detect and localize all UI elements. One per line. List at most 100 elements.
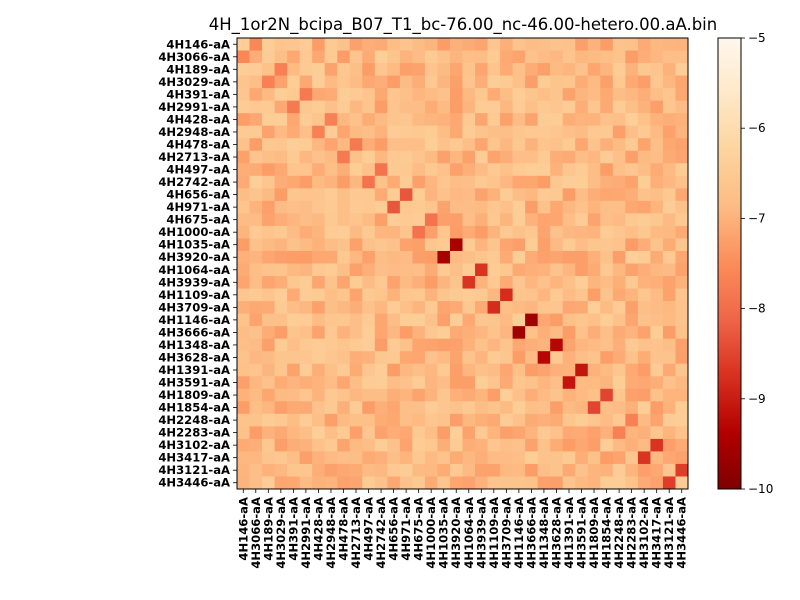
heatmap-cell (349, 388, 363, 402)
heatmap-cell (312, 363, 326, 377)
heatmap-cell (487, 338, 501, 352)
heatmap-cell (625, 38, 639, 51)
heatmap-cell (537, 238, 551, 252)
heatmap-cell (662, 75, 676, 89)
heatmap-cell (650, 301, 664, 315)
heatmap-cell (349, 413, 363, 427)
heatmap-cell (462, 363, 476, 377)
heatmap-cell (512, 363, 526, 377)
heatmap-cell (262, 376, 275, 390)
heatmap-cell (262, 463, 275, 477)
heatmap-cell (374, 38, 388, 51)
heatmap-cell (299, 426, 313, 440)
heatmap-cell (437, 50, 451, 64)
heatmap-cell (312, 476, 326, 490)
heatmap-cell (612, 75, 626, 89)
heatmap-cell (287, 363, 301, 377)
heatmap-cell (512, 200, 526, 214)
heatmap-cell (274, 451, 288, 465)
colorbar (717, 37, 742, 490)
heatmap-cell (387, 376, 401, 390)
heatmap-cell (500, 326, 514, 340)
column-label: 4H1391-aA (562, 497, 576, 569)
heatmap-cell (374, 213, 388, 227)
heatmap-cell (412, 188, 426, 202)
heatmap-cell (475, 75, 488, 89)
heatmap-cell (650, 476, 664, 490)
heatmap-cell (550, 163, 564, 177)
heatmap-cell (625, 438, 639, 452)
heatmap-cell (262, 50, 275, 64)
heatmap-cell (662, 476, 676, 490)
heatmap-cell (249, 413, 263, 427)
heatmap-cell (249, 150, 263, 164)
heatmap-cell (637, 225, 651, 239)
heatmap-cell (387, 250, 401, 264)
heatmap-cell (449, 163, 463, 177)
heatmap-cell (625, 338, 639, 352)
row-label: 4H656-aA (166, 188, 230, 202)
heatmap-cell (399, 301, 413, 315)
heatmap-cell (500, 313, 514, 327)
heatmap-cell (349, 313, 363, 327)
heatmap-cell (324, 200, 338, 214)
heatmap-cell (387, 138, 401, 152)
heatmap-cell (362, 401, 376, 415)
heatmap-cell (424, 451, 438, 465)
heatmap-cell (274, 175, 288, 189)
heatmap-cell (374, 351, 388, 365)
heatmap-cell (550, 301, 564, 315)
heatmap-cell (650, 200, 664, 214)
heatmap-cell (550, 401, 564, 415)
heatmap-cell (562, 238, 576, 252)
heatmap-cell (587, 263, 601, 277)
heatmap-cell (424, 138, 438, 152)
heatmap-cell (500, 426, 514, 440)
column-label: 4H391-aA (286, 497, 300, 561)
heatmap-cell (675, 326, 689, 340)
heatmap-cell (274, 100, 288, 114)
heatmap-cell (387, 451, 401, 465)
heatmap-cell (600, 276, 614, 289)
heatmap-cell (349, 351, 363, 365)
heatmap-cell (587, 50, 601, 64)
heatmap-cell (399, 388, 413, 402)
heatmap-cell (374, 326, 388, 340)
heatmap-cell (374, 288, 388, 302)
heatmap-cell (600, 250, 614, 264)
heatmap-cell (249, 313, 263, 327)
row-label: 4H1109-aA (158, 288, 230, 302)
chart-title: 4H_1or2N_bcipa_B07_T1_bc-76.00_nc-46.00-… (209, 15, 717, 35)
heatmap-cell (324, 138, 338, 152)
heatmap-cell (412, 463, 426, 477)
heatmap-cell (337, 138, 351, 152)
heatmap-cell (625, 238, 639, 252)
heatmap-cell (312, 463, 326, 477)
heatmap-cell (324, 100, 338, 114)
heatmap-cell (287, 150, 301, 164)
heatmap-cell (362, 288, 376, 302)
heatmap-cell (337, 376, 351, 390)
heatmap-cell (500, 150, 514, 164)
heatmap-cell (625, 163, 639, 177)
heatmap-cell (475, 63, 488, 76)
heatmap-cell (412, 75, 426, 89)
heatmap-cell (600, 100, 614, 114)
heatmap-cell (324, 451, 338, 465)
heatmap-cell (362, 363, 376, 377)
heatmap-cell (525, 401, 539, 415)
heatmap-cell (412, 38, 426, 51)
row-label: 4H1000-aA (158, 225, 230, 239)
heatmap-cell (487, 188, 501, 202)
heatmap-cell (324, 338, 338, 352)
heatmap-cell (487, 326, 501, 340)
heatmap-cell (475, 213, 488, 227)
heatmap-cell (324, 476, 338, 490)
heatmap-cell (237, 276, 250, 289)
heatmap-cell (337, 250, 351, 264)
row-label: 4H497-aA (166, 163, 230, 177)
heatmap-cell (562, 125, 576, 139)
heatmap-cell (299, 401, 313, 415)
heatmap-cell (575, 426, 589, 440)
heatmap-cell (424, 351, 438, 365)
